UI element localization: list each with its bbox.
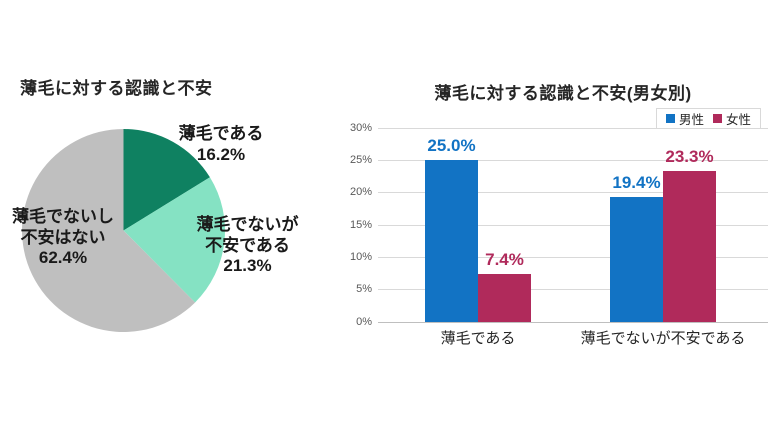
pie-label-line: 不安はない [20, 227, 106, 247]
pie-label-line: 薄毛でないが [196, 215, 299, 234]
pie-label-line: 薄毛でないし [12, 207, 114, 226]
pie-label-line: 62.4% [38, 248, 88, 267]
legend: 男性 女性 [656, 108, 762, 129]
pie-chart [22, 129, 225, 332]
bar-female-1 [663, 171, 716, 322]
gridline-20% [378, 192, 768, 194]
gridline-30% [378, 127, 768, 129]
bar-male-1 [610, 196, 663, 322]
category-label: 薄毛である [440, 330, 516, 347]
y-axis-tick-label: 20% [349, 186, 372, 199]
gridline-5% [378, 289, 768, 291]
y-axis-tick-label: 25% [349, 153, 372, 166]
legend-item-male: 男性 [666, 109, 704, 128]
pie-label-line: 不安である [205, 235, 290, 255]
y-axis-tick-label: 0% [356, 315, 372, 328]
bar-chart-title: 薄毛に対する認識と不安(男女別) [434, 84, 692, 103]
pie-label-line: 薄毛である [178, 124, 264, 143]
pie-slice-label: 薄毛でないが 不安である 21.3% [184, 215, 311, 277]
legend-label-female: 女性 [726, 113, 752, 127]
category-label: 薄毛でないが不安である [580, 330, 746, 347]
pie-slice-1 [123, 177, 225, 303]
male-color-swatch-icon [666, 114, 675, 123]
y-axis-tick-label: 5% [356, 283, 372, 296]
gridline-0% [378, 321, 768, 323]
bar-value-label: 25.0% [427, 136, 476, 156]
legend-item-female: 女性 [713, 109, 751, 128]
bar-value-label: 7.4% [485, 250, 524, 270]
bar-value-label: 19.4% [612, 172, 661, 192]
bar-value-label: 23.3% [665, 147, 714, 167]
pie-slice-0 [123, 129, 210, 231]
pie-slice-label: 薄毛でないし 不安はない 62.4% [0, 207, 126, 269]
bar-female-0 [478, 274, 531, 322]
gridline-25% [378, 159, 768, 161]
pie-label-line: 16.2% [196, 144, 246, 164]
y-axis-tick-label: 30% [349, 121, 372, 134]
pie-chart-title: 薄毛に対する認識と不安 [20, 79, 213, 98]
y-axis-tick-label: 10% [349, 250, 372, 263]
pie-label-line: 21.3% [223, 256, 272, 275]
bar-male-0 [425, 160, 478, 322]
y-axis-tick-label: 15% [349, 218, 372, 231]
female-color-swatch-icon [713, 114, 723, 123]
gridline-15% [378, 224, 768, 226]
pie-slice-2 [22, 129, 196, 332]
gridline-10% [378, 256, 768, 258]
legend-label-male: 男性 [679, 113, 705, 127]
pie-slice-label: 薄毛である 16.2% [156, 124, 286, 165]
